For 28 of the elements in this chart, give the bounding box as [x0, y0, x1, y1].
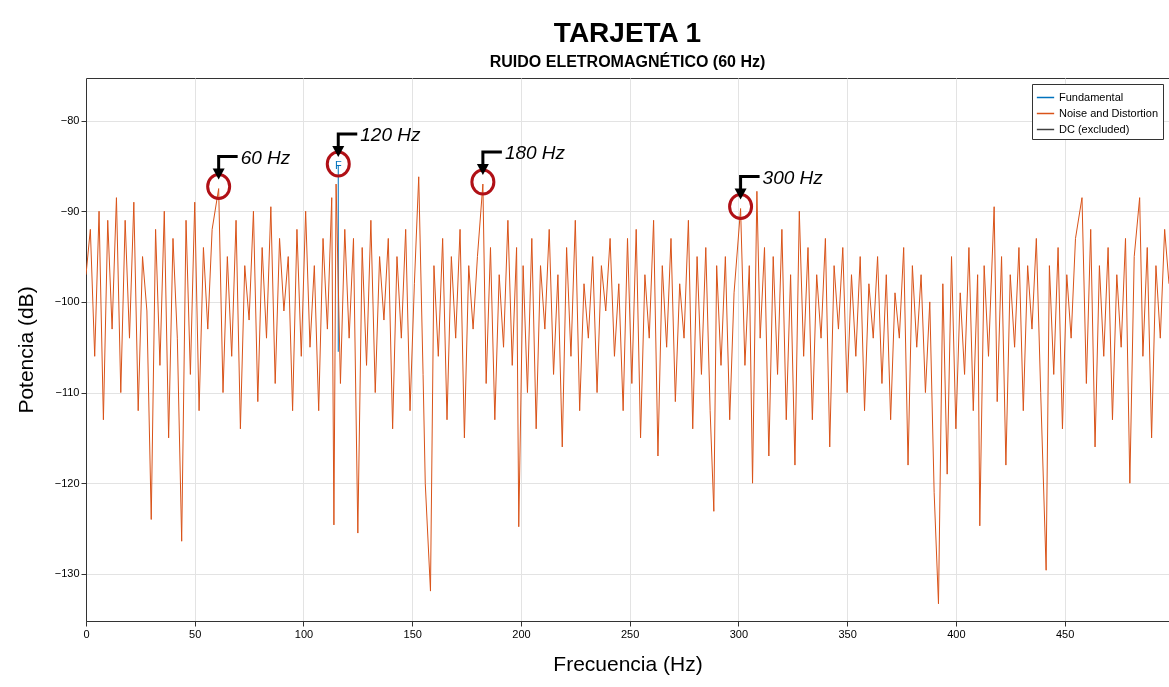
y-tick-label: −90 — [60, 204, 80, 217]
y-tick-label: −100 — [54, 295, 80, 308]
x-tick-label: 450 — [1055, 627, 1075, 640]
x-tick-label: 150 — [403, 627, 422, 640]
y-tick-label: −130 — [54, 567, 80, 580]
data-label: F — [334, 158, 342, 171]
x-tick-label: 400 — [947, 627, 966, 640]
x-axis-title: Frecuencia (Hz) — [553, 651, 703, 675]
y-axis-title: Potencia (dB) — [13, 286, 37, 414]
y-tick-label: −110 — [55, 386, 80, 399]
legend-label: Noise and Distortion — [1059, 106, 1159, 119]
x-tick-label: 250 — [620, 627, 640, 640]
annotation: 60 Hz — [240, 146, 291, 168]
x-tick-label: 350 — [838, 627, 857, 640]
annotation: 120 Hz — [360, 123, 421, 145]
chart-title: TARJETA 1 — [553, 17, 702, 48]
legend-label: Fundamental — [1059, 90, 1124, 103]
annotation: 300 Hz — [762, 166, 824, 188]
x-tick-label: 300 — [729, 627, 749, 640]
y-tick-label: −80 — [60, 114, 80, 127]
annotation: 180 Hz — [504, 142, 566, 164]
legend-label: DC (excluded) — [1059, 122, 1130, 135]
x-tick-label: 0 — [83, 627, 90, 640]
x-tick-label: 50 — [189, 627, 202, 640]
x-tick-label: 100 — [294, 627, 314, 640]
x-tick-label: 200 — [512, 627, 531, 640]
y-tick-label: −120 — [54, 476, 80, 489]
chart-subtitle: RUIDO ELETROMAGNÉTICO (60 Hz) — [489, 52, 766, 70]
